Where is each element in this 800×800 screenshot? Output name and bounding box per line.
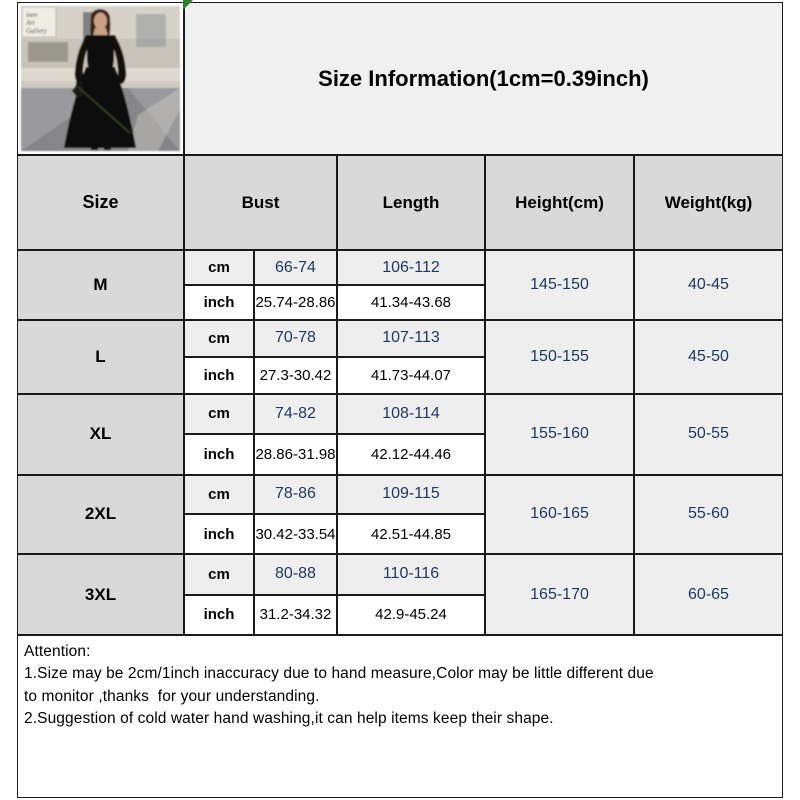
svg-text:inen: inen [26,12,38,19]
svg-text:Gallery: Gallery [26,28,48,35]
svg-text:Art: Art [25,20,36,27]
